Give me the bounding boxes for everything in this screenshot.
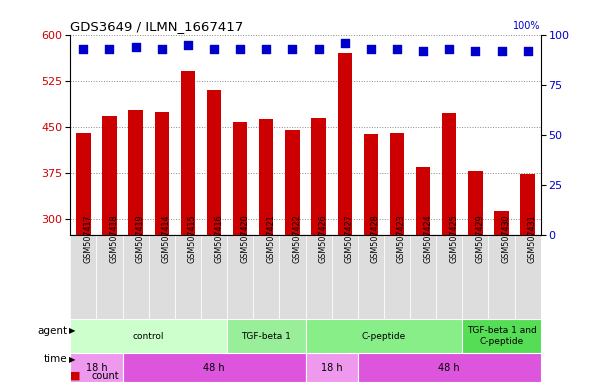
Point: [497, 48, 507, 54]
Text: count: count: [92, 371, 119, 381]
Text: GSM507419: GSM507419: [136, 215, 145, 263]
FancyBboxPatch shape: [227, 235, 253, 319]
Bar: [285, 130, 299, 384]
FancyBboxPatch shape: [463, 235, 488, 319]
Text: TGF-beta 1 and
C-peptide: TGF-beta 1 and C-peptide: [467, 326, 536, 346]
Bar: [390, 133, 404, 384]
Text: GSM507426: GSM507426: [318, 215, 327, 263]
FancyBboxPatch shape: [253, 235, 279, 319]
Bar: [207, 90, 221, 384]
Bar: [494, 211, 509, 384]
Bar: [233, 122, 247, 384]
Bar: [364, 134, 378, 384]
Point: [340, 40, 349, 46]
FancyBboxPatch shape: [436, 235, 463, 319]
Text: GSM507416: GSM507416: [214, 215, 223, 263]
Point: [131, 43, 141, 50]
Bar: [128, 110, 143, 384]
Bar: [521, 174, 535, 384]
Point: [418, 48, 428, 54]
FancyBboxPatch shape: [358, 235, 384, 319]
Bar: [442, 113, 456, 384]
FancyBboxPatch shape: [70, 319, 227, 353]
Text: GSM507430: GSM507430: [502, 215, 511, 263]
FancyBboxPatch shape: [358, 353, 541, 382]
FancyBboxPatch shape: [306, 235, 332, 319]
FancyBboxPatch shape: [332, 235, 358, 319]
FancyBboxPatch shape: [306, 319, 463, 353]
Text: GSM507414: GSM507414: [162, 215, 170, 263]
Point: [262, 45, 271, 51]
Text: GDS3649 / ILMN_1667417: GDS3649 / ILMN_1667417: [70, 20, 244, 33]
Text: GSM507425: GSM507425: [449, 215, 458, 263]
Text: GSM507421: GSM507421: [266, 215, 276, 263]
Text: GSM507422: GSM507422: [293, 215, 301, 263]
FancyBboxPatch shape: [148, 235, 175, 319]
Bar: [155, 111, 169, 384]
FancyBboxPatch shape: [70, 235, 97, 319]
Text: time: time: [43, 354, 67, 364]
FancyBboxPatch shape: [201, 235, 227, 319]
Point: [470, 48, 480, 54]
FancyBboxPatch shape: [227, 319, 306, 353]
Text: ▶: ▶: [69, 354, 76, 364]
Point: [78, 45, 88, 51]
FancyBboxPatch shape: [123, 235, 148, 319]
Point: [366, 45, 376, 51]
Text: 18 h: 18 h: [86, 362, 107, 372]
Text: ■: ■: [70, 371, 81, 381]
Text: GSM507420: GSM507420: [240, 215, 249, 263]
FancyBboxPatch shape: [70, 353, 123, 382]
Text: 48 h: 48 h: [203, 362, 225, 372]
Bar: [181, 71, 195, 384]
Point: [444, 45, 454, 51]
Text: TGF-beta 1: TGF-beta 1: [241, 331, 291, 341]
Text: GSM507424: GSM507424: [423, 215, 432, 263]
Point: [235, 45, 245, 51]
Text: 18 h: 18 h: [321, 362, 342, 372]
FancyBboxPatch shape: [97, 235, 123, 319]
FancyBboxPatch shape: [279, 235, 306, 319]
Point: [104, 45, 114, 51]
Text: GSM507423: GSM507423: [397, 215, 406, 263]
Bar: [76, 133, 90, 384]
Text: GSM507415: GSM507415: [188, 215, 197, 263]
Text: 100%: 100%: [513, 21, 541, 31]
Text: GSM507427: GSM507427: [345, 215, 354, 263]
Bar: [102, 116, 117, 384]
Bar: [337, 53, 352, 384]
Bar: [416, 167, 430, 384]
Point: [209, 45, 219, 51]
Text: GSM507417: GSM507417: [83, 215, 92, 263]
Bar: [259, 119, 274, 384]
Text: agent: agent: [37, 326, 67, 336]
Bar: [312, 118, 326, 384]
Text: C-peptide: C-peptide: [362, 331, 406, 341]
Point: [157, 45, 167, 51]
FancyBboxPatch shape: [384, 235, 410, 319]
Point: [288, 45, 298, 51]
FancyBboxPatch shape: [488, 235, 514, 319]
FancyBboxPatch shape: [410, 235, 436, 319]
Point: [313, 45, 323, 51]
Text: 48 h: 48 h: [439, 362, 460, 372]
FancyBboxPatch shape: [463, 319, 541, 353]
Text: GSM507431: GSM507431: [528, 215, 536, 263]
Text: ▶: ▶: [69, 326, 76, 336]
Text: GSM507418: GSM507418: [109, 215, 119, 263]
Text: control: control: [133, 331, 164, 341]
Text: GSM507429: GSM507429: [475, 215, 485, 263]
Point: [523, 48, 533, 54]
Text: GSM507428: GSM507428: [371, 215, 380, 263]
Point: [392, 45, 402, 51]
FancyBboxPatch shape: [175, 235, 201, 319]
Point: [183, 41, 193, 48]
FancyBboxPatch shape: [514, 235, 541, 319]
Bar: [468, 171, 483, 384]
FancyBboxPatch shape: [306, 353, 358, 382]
FancyBboxPatch shape: [123, 353, 306, 382]
